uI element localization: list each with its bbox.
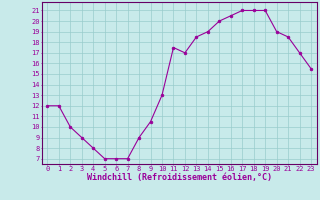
X-axis label: Windchill (Refroidissement éolien,°C): Windchill (Refroidissement éolien,°C) (87, 173, 272, 182)
